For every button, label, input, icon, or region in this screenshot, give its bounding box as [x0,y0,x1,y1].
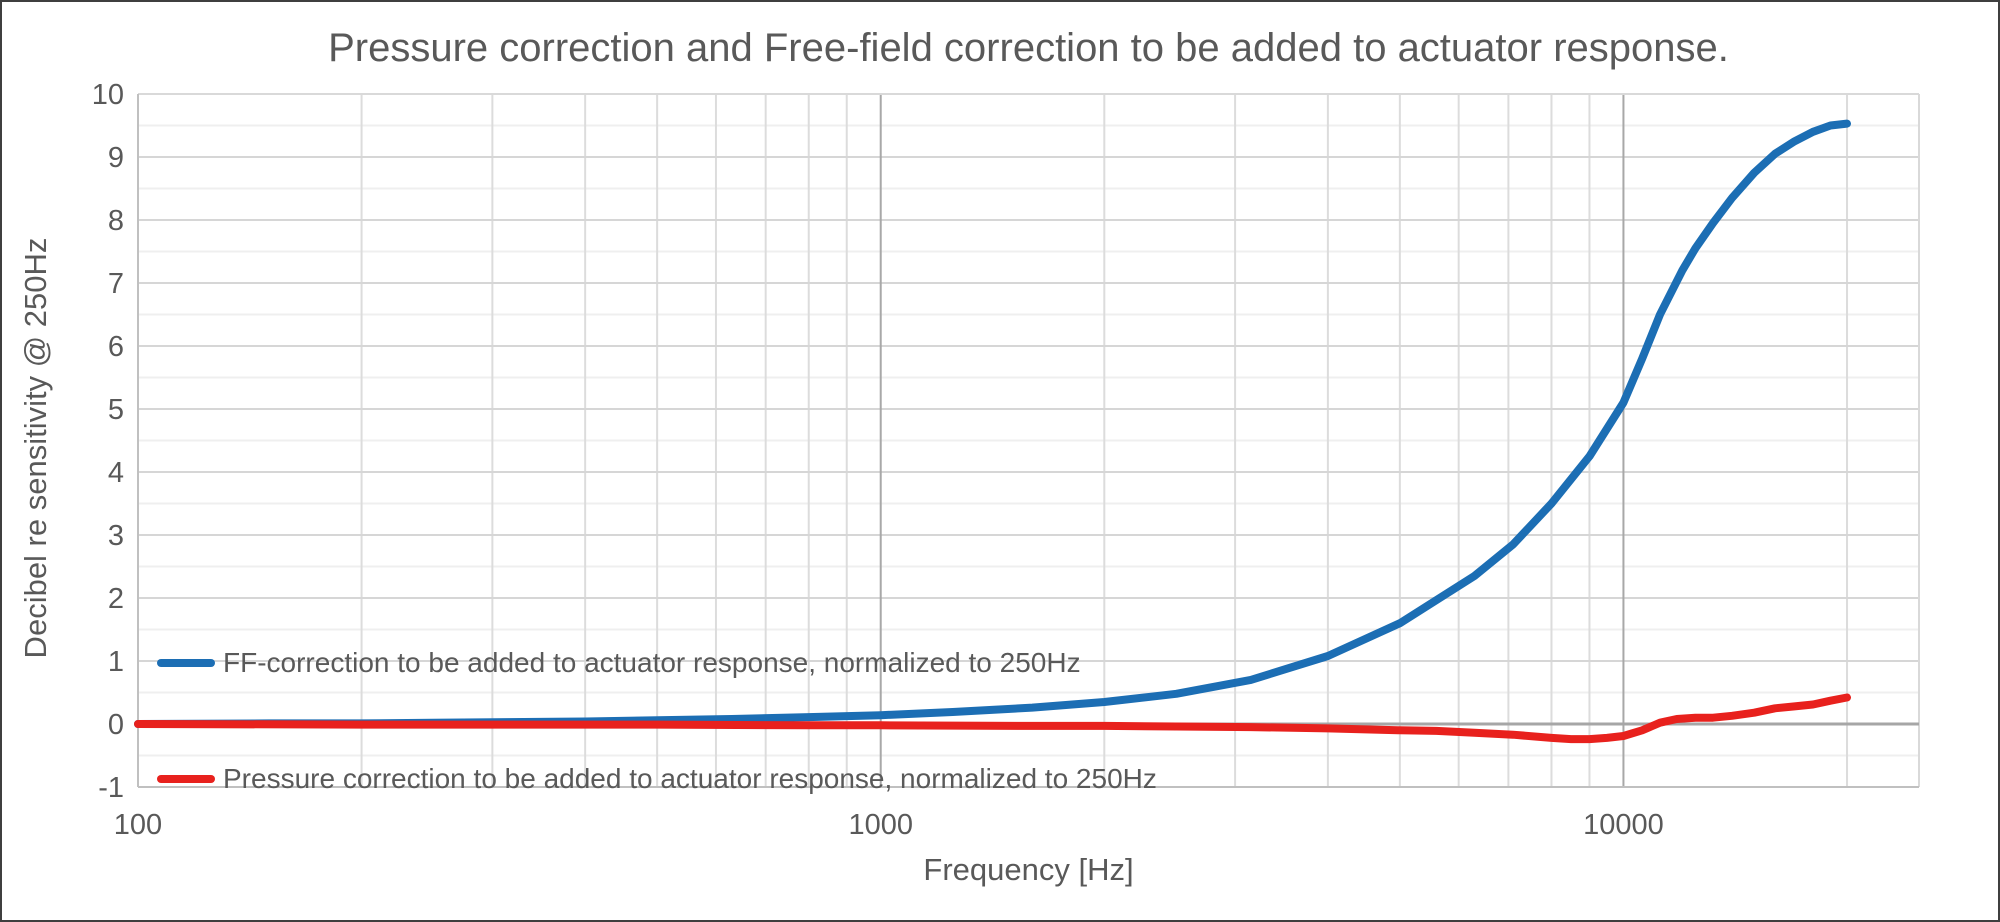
y-tick-label: 10 [92,79,124,111]
y-axis-title: Decibel re sensitivity @ 250Hz [18,237,53,659]
y-tick-label: 6 [108,331,124,363]
x-tick-label: 1000 [848,809,913,841]
legend-label: FF-correction to be added to actuator re… [223,647,1081,678]
y-tick-label: -1 [98,772,124,804]
y-tick-label: 1 [108,646,124,678]
y-tick-label: 7 [108,268,124,300]
y-tick-label: 9 [108,142,124,174]
legend-item-ff-correction: FF-correction to be added to actuator re… [157,648,1081,678]
y-tick-label: 0 [108,709,124,741]
legend-line-marker-red [157,775,215,783]
y-tick-label: 4 [108,457,124,489]
y-tick-label: 8 [108,205,124,237]
x-axis-title: Frequency [Hz] [923,852,1134,887]
series-line-pressure-correction [134,693,1851,744]
y-tick-label: 5 [108,394,124,426]
legend-item-pressure-correction: Pressure correction to be added to actua… [157,764,1157,794]
legend-line-marker-blue [157,659,215,667]
y-tick-label: 2 [108,583,124,615]
chart-title: Pressure correction and Free-field corre… [328,26,1729,70]
x-tick-label: 100 [114,809,162,841]
x-tick-label: 10000 [1583,809,1664,841]
y-tick-label: 3 [108,520,124,552]
legend-label: Pressure correction to be added to actua… [223,763,1157,794]
series-line-ff-correction [134,119,1851,728]
